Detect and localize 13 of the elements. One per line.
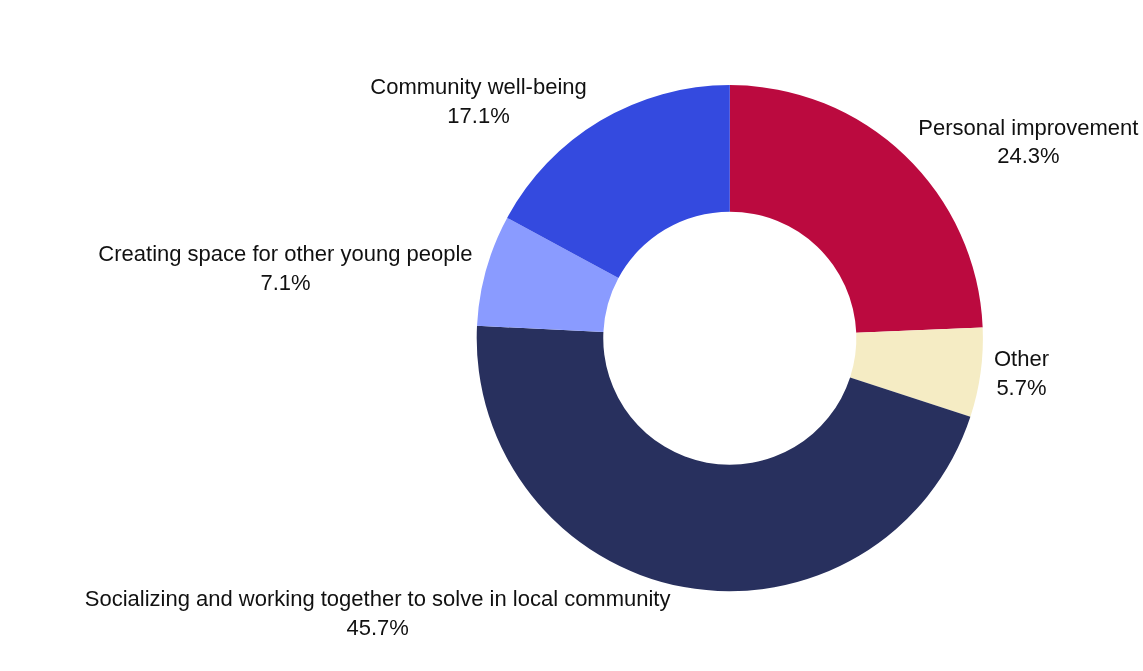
slice-label: Socializing and working together to solve in local community [84,586,671,612]
donut-slice [477,325,971,592]
slice-label: Community well-being [370,74,587,100]
donut-slice [477,217,619,333]
data-label: 7.1% [260,270,311,296]
donut-slice [850,327,983,417]
slice-label: Personal improvement [918,114,1139,140]
slice-label: Creating space for other young people [98,241,473,267]
data-label: 24.3% [997,143,1060,169]
data-label: 17.1% [447,102,510,128]
slice-label: Other [993,346,1049,372]
data-label: 5.7% [996,375,1047,400]
data-label: 45.7% [346,614,409,640]
